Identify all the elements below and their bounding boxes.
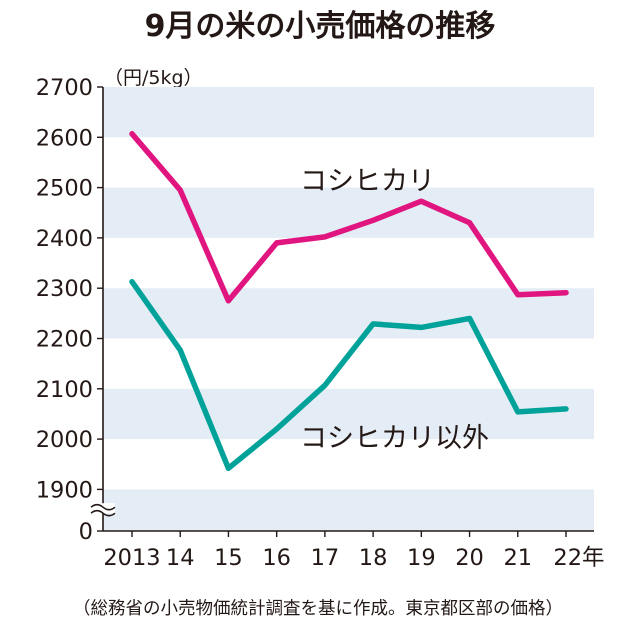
y-tick-label: 2000 bbox=[36, 427, 93, 453]
grid-band bbox=[103, 288, 594, 339]
y-tick-label: 2700 bbox=[36, 75, 93, 101]
x-tick-label: 22年 bbox=[553, 545, 604, 571]
x-tick-label: 15 bbox=[214, 545, 243, 571]
y-tick-label: 2100 bbox=[36, 377, 93, 403]
y-tick-label: 1900 bbox=[36, 477, 93, 503]
unit-label: （円/5kg） bbox=[104, 67, 203, 89]
series-label-1: コシヒカリ bbox=[300, 166, 435, 197]
source-note: （総務省の小売物価統計調査を基に作成。東京都区部の価格） bbox=[73, 599, 563, 619]
grid-band bbox=[103, 87, 594, 138]
series-label-2: コシヒカリ以外 bbox=[300, 423, 489, 454]
grid-band bbox=[103, 489, 594, 531]
x-tick-label: 21 bbox=[503, 545, 532, 571]
y-tick-label: 2600 bbox=[36, 125, 93, 151]
x-tick-label: 19 bbox=[407, 545, 436, 571]
x-tick-label: 17 bbox=[311, 545, 340, 571]
series-line-1 bbox=[129, 131, 569, 304]
y-axis-ticks: 2700 2600 2500 2400 2300 2200 2100 2000 1900 0 bbox=[36, 75, 103, 545]
series-lines bbox=[129, 131, 569, 472]
x-tick-label: 20 bbox=[455, 545, 484, 571]
x-tick-label: 16 bbox=[262, 545, 291, 571]
y-tick-label: 2300 bbox=[36, 276, 93, 302]
chart-title: 9月の米の小売価格の推移 bbox=[145, 9, 496, 44]
axis-break-mark bbox=[90, 503, 116, 511]
x-axis-ticks: 2013 14 15 16 17 18 19 20 21 22年 bbox=[103, 531, 605, 571]
y-tick-label: 2500 bbox=[36, 176, 93, 202]
x-tick-label: 2013 bbox=[103, 545, 160, 571]
y-tick-label: 2400 bbox=[36, 226, 93, 252]
axes bbox=[90, 87, 594, 532]
series-line-2 bbox=[129, 278, 569, 472]
grid-bands bbox=[103, 87, 594, 531]
x-tick-label: 14 bbox=[166, 545, 195, 571]
y-tick-label: 2200 bbox=[36, 327, 93, 353]
x-tick-label: 18 bbox=[359, 545, 388, 571]
y-tick-label: 0 bbox=[79, 519, 93, 545]
axis-break-mark bbox=[90, 509, 116, 517]
